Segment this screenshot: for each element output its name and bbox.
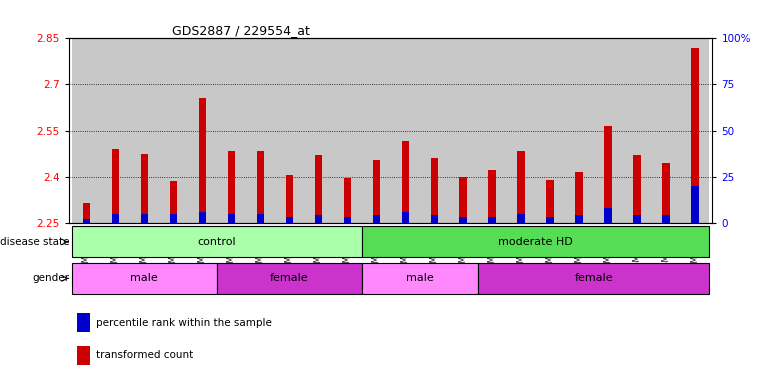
Bar — [535, 38, 565, 223]
Bar — [478, 38, 506, 223]
Bar — [129, 38, 159, 223]
Bar — [286, 175, 293, 223]
Text: GDS2887 / 229554_at: GDS2887 / 229554_at — [172, 24, 309, 37]
Bar — [565, 38, 594, 223]
Bar — [594, 38, 623, 223]
Bar — [83, 203, 90, 223]
Bar — [344, 217, 351, 223]
Bar — [228, 214, 235, 223]
Text: control: control — [198, 237, 236, 247]
Text: male: male — [406, 273, 434, 283]
Bar — [623, 38, 652, 223]
Bar — [72, 227, 362, 258]
Bar — [489, 170, 496, 223]
Bar — [401, 141, 409, 223]
Bar — [72, 38, 101, 223]
Bar — [332, 38, 362, 223]
Bar — [101, 38, 129, 223]
Bar — [246, 38, 275, 223]
Bar — [663, 215, 669, 223]
Bar — [141, 214, 148, 223]
Bar — [188, 38, 217, 223]
Bar — [401, 212, 409, 223]
Text: transformed count: transformed count — [96, 350, 193, 360]
Bar — [169, 214, 177, 223]
Bar — [286, 217, 293, 223]
Bar — [372, 160, 380, 223]
Text: female: female — [574, 273, 613, 283]
Bar — [112, 149, 119, 223]
Text: gender: gender — [32, 273, 70, 283]
Bar — [460, 177, 466, 223]
Bar — [112, 214, 119, 223]
Bar — [604, 208, 612, 223]
Bar — [575, 215, 583, 223]
Text: male: male — [130, 273, 158, 283]
Bar — [257, 214, 264, 223]
Bar — [478, 263, 709, 294]
Bar — [449, 38, 478, 223]
Bar — [518, 151, 525, 223]
Bar — [315, 215, 322, 223]
Bar — [159, 38, 188, 223]
Bar — [506, 38, 535, 223]
Bar — [546, 217, 554, 223]
Bar — [633, 215, 640, 223]
Bar — [518, 214, 525, 223]
Bar — [257, 151, 264, 223]
Bar — [663, 163, 669, 223]
Text: moderate HD: moderate HD — [498, 237, 573, 247]
Bar — [217, 263, 362, 294]
Text: percentile rank within the sample: percentile rank within the sample — [96, 318, 272, 328]
Bar — [275, 38, 303, 223]
Bar — [680, 38, 709, 223]
Bar — [169, 181, 177, 223]
Bar — [315, 155, 322, 223]
Bar — [633, 155, 640, 223]
Bar — [362, 263, 478, 294]
Bar — [141, 154, 148, 223]
Bar — [692, 48, 699, 223]
Bar — [217, 38, 246, 223]
Bar — [198, 98, 206, 223]
Text: female: female — [270, 273, 309, 283]
Bar — [652, 38, 680, 223]
Bar — [83, 219, 90, 223]
Bar — [430, 215, 437, 223]
Bar — [344, 178, 351, 223]
Bar — [575, 172, 583, 223]
Bar — [546, 180, 554, 223]
Bar — [362, 38, 391, 223]
Bar — [362, 227, 709, 258]
Bar — [489, 217, 496, 223]
Bar — [303, 38, 332, 223]
Text: disease state: disease state — [0, 237, 70, 247]
Bar — [372, 215, 380, 223]
Bar — [391, 38, 420, 223]
Bar — [420, 38, 449, 223]
Bar — [198, 212, 206, 223]
Bar — [692, 186, 699, 223]
Bar — [604, 126, 612, 223]
Bar — [460, 217, 466, 223]
Bar — [228, 151, 235, 223]
Bar — [430, 158, 437, 223]
Bar — [72, 263, 217, 294]
